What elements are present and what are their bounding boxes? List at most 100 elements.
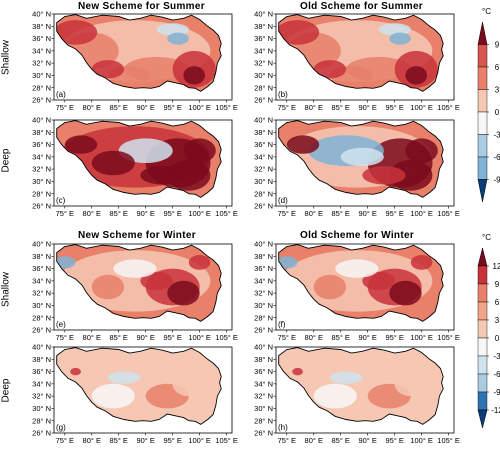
lon-tick-label: 100° E (410, 436, 433, 445)
plateau-boundary (278, 120, 444, 198)
lat-tick-label: 38° N (254, 22, 273, 31)
plateau-boundary (56, 14, 222, 92)
lon-tick-label: 100° E (410, 103, 433, 112)
colorbar-arrow-bottom (477, 409, 488, 429)
lat-tick-label: 28° N (32, 313, 51, 322)
lat-tick-label: 28° N (254, 313, 273, 322)
anomaly-patch (378, 23, 411, 36)
lon-tick-label: 90° E (358, 436, 376, 445)
lon-tick-label: 85° E (110, 103, 128, 112)
lat-tick-label: 40° N (32, 343, 51, 352)
panel-label: (b) (278, 90, 288, 99)
lat-tick-label: 26° N (32, 96, 51, 105)
colorbar-arrow-top (477, 247, 488, 267)
colorbar-tick-label: -6 (493, 153, 500, 162)
anomaly-patch (389, 280, 422, 306)
lat-tick-label: 40° N (254, 116, 273, 125)
lon-tick-label: 90° E (136, 436, 154, 445)
lon-tick-label: 80° E (305, 209, 323, 218)
lat-tick-label: 32° N (254, 289, 273, 298)
anomaly-patch (313, 274, 347, 300)
lat-tick-label: 26° N (254, 96, 273, 105)
panel-label: (h) (278, 423, 288, 432)
panel-label: (f) (278, 320, 286, 329)
lat-tick-label: 40° N (254, 343, 273, 352)
lat-tick-label: 40° N (32, 240, 51, 249)
anomaly-patch (340, 147, 384, 167)
anomaly-patch (167, 32, 189, 45)
anomaly-patch (389, 32, 411, 45)
map-panel-e: 40° N 38° N 36° N 34° N 32° N 30° N 28° N 26° N… (32, 240, 238, 342)
lat-tick-label: 30° N (32, 301, 51, 310)
lat-tick-label: 36° N (254, 264, 273, 273)
colorbar-segment (477, 355, 488, 375)
lat-tick-label: 30° N (32, 177, 51, 186)
colorbar-winter: °C 12 9 6 3 0 -3 -6 -9 -12 (477, 233, 500, 429)
lat-tick-label: 26° N (32, 326, 51, 335)
lat-tick-label: 32° N (32, 59, 51, 68)
colorbar-unit: °C (482, 7, 491, 16)
anomaly-patch (113, 259, 157, 278)
colorbar-segment (477, 134, 488, 158)
anomaly-patch (335, 259, 379, 278)
lat-tick-label: 28° N (32, 83, 51, 92)
anomaly-patch (167, 280, 200, 306)
anomaly-patch (140, 271, 173, 291)
lat-tick-label: 40° N (32, 116, 51, 125)
anomaly-patch (188, 255, 211, 270)
lat-tick-label: 34° N (32, 379, 51, 388)
anomaly-patch (91, 60, 125, 79)
anomaly-patch (118, 138, 173, 163)
lat-tick-label: 38° N (32, 128, 51, 137)
lon-tick-label: 75° E (278, 436, 296, 445)
anomaly-patch (172, 371, 205, 397)
panel-label: (a) (56, 90, 66, 99)
anomaly-patch (183, 66, 205, 85)
map-panel-b: 40° N 38° N 36° N 34° N 32° N 30° N 28° N 26° N… (254, 10, 460, 112)
lon-tick-label: 75° E (56, 209, 74, 218)
lon-tick-label: 95° E (163, 333, 181, 342)
lon-tick-label: 100° E (188, 436, 211, 445)
lat-tick-label: 32° N (254, 392, 273, 401)
title-old-summer: Old Scheme for Summer (300, 1, 423, 12)
lat-tick-label: 34° N (32, 152, 51, 161)
colorbar-tick-label: 0 (495, 108, 500, 117)
lon-tick-label: 105° E (437, 209, 460, 218)
title-new-winter: New Scheme for Winter (78, 230, 196, 241)
lat-tick-label: 28° N (254, 189, 273, 198)
map-panel-a: 40° N 38° N 36° N 34° N 32° N 30° N 28° N 26° N… (32, 10, 238, 112)
lon-tick-label: 105° E (437, 436, 460, 445)
anomaly-patch (362, 271, 395, 291)
anomaly-patch (70, 367, 81, 376)
lon-tick-label: 95° E (385, 436, 403, 445)
lat-tick-label: 28° N (32, 416, 51, 425)
lat-tick-label: 36° N (32, 367, 51, 376)
anomaly-patch (405, 66, 427, 85)
lon-tick-label: 100° E (188, 333, 211, 342)
panel-label: (d) (278, 196, 288, 205)
panel-label: (c) (56, 196, 66, 205)
lat-tick-label: 32° N (32, 165, 51, 174)
anomaly-patch (410, 255, 433, 270)
lon-tick-label: 105° E (437, 103, 460, 112)
colorbar-unit: °C (482, 233, 491, 242)
lat-tick-label: 34° N (254, 276, 273, 285)
lat-tick-label: 28° N (32, 189, 51, 198)
lat-tick-label: 26° N (254, 326, 273, 335)
anomaly-patch (362, 166, 406, 185)
lon-tick-label: 80° E (83, 436, 101, 445)
colorbar-segment (477, 265, 488, 285)
lat-tick-label: 26° N (32, 429, 51, 438)
lon-tick-label: 85° E (332, 209, 350, 218)
map-panel-f: 40° N 38° N 36° N 34° N 32° N 30° N 28° N 26° N… (254, 240, 460, 342)
lon-tick-label: 85° E (332, 333, 350, 342)
lon-tick-label: 85° E (110, 436, 128, 445)
anomaly-patch (292, 367, 303, 376)
lon-tick-label: 75° E (278, 209, 296, 218)
anomaly-patch (313, 60, 347, 79)
anomaly-patch (329, 371, 363, 384)
colorbar-segment (477, 89, 488, 113)
anomaly-patch (286, 135, 320, 154)
map-panel-d: 40° N 38° N 36° N 34° N 32° N 30° N 28° N 26° N… (254, 116, 460, 218)
anomaly-patch (56, 20, 98, 45)
